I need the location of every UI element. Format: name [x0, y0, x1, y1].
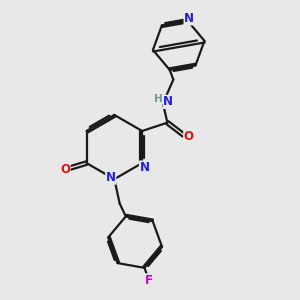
Text: N: N: [140, 161, 149, 174]
Text: N: N: [184, 12, 194, 25]
Text: F: F: [145, 274, 153, 287]
Text: N: N: [163, 95, 173, 108]
Text: N: N: [106, 171, 116, 184]
Text: O: O: [184, 130, 194, 143]
Text: O: O: [60, 163, 70, 176]
Text: H: H: [154, 94, 163, 104]
